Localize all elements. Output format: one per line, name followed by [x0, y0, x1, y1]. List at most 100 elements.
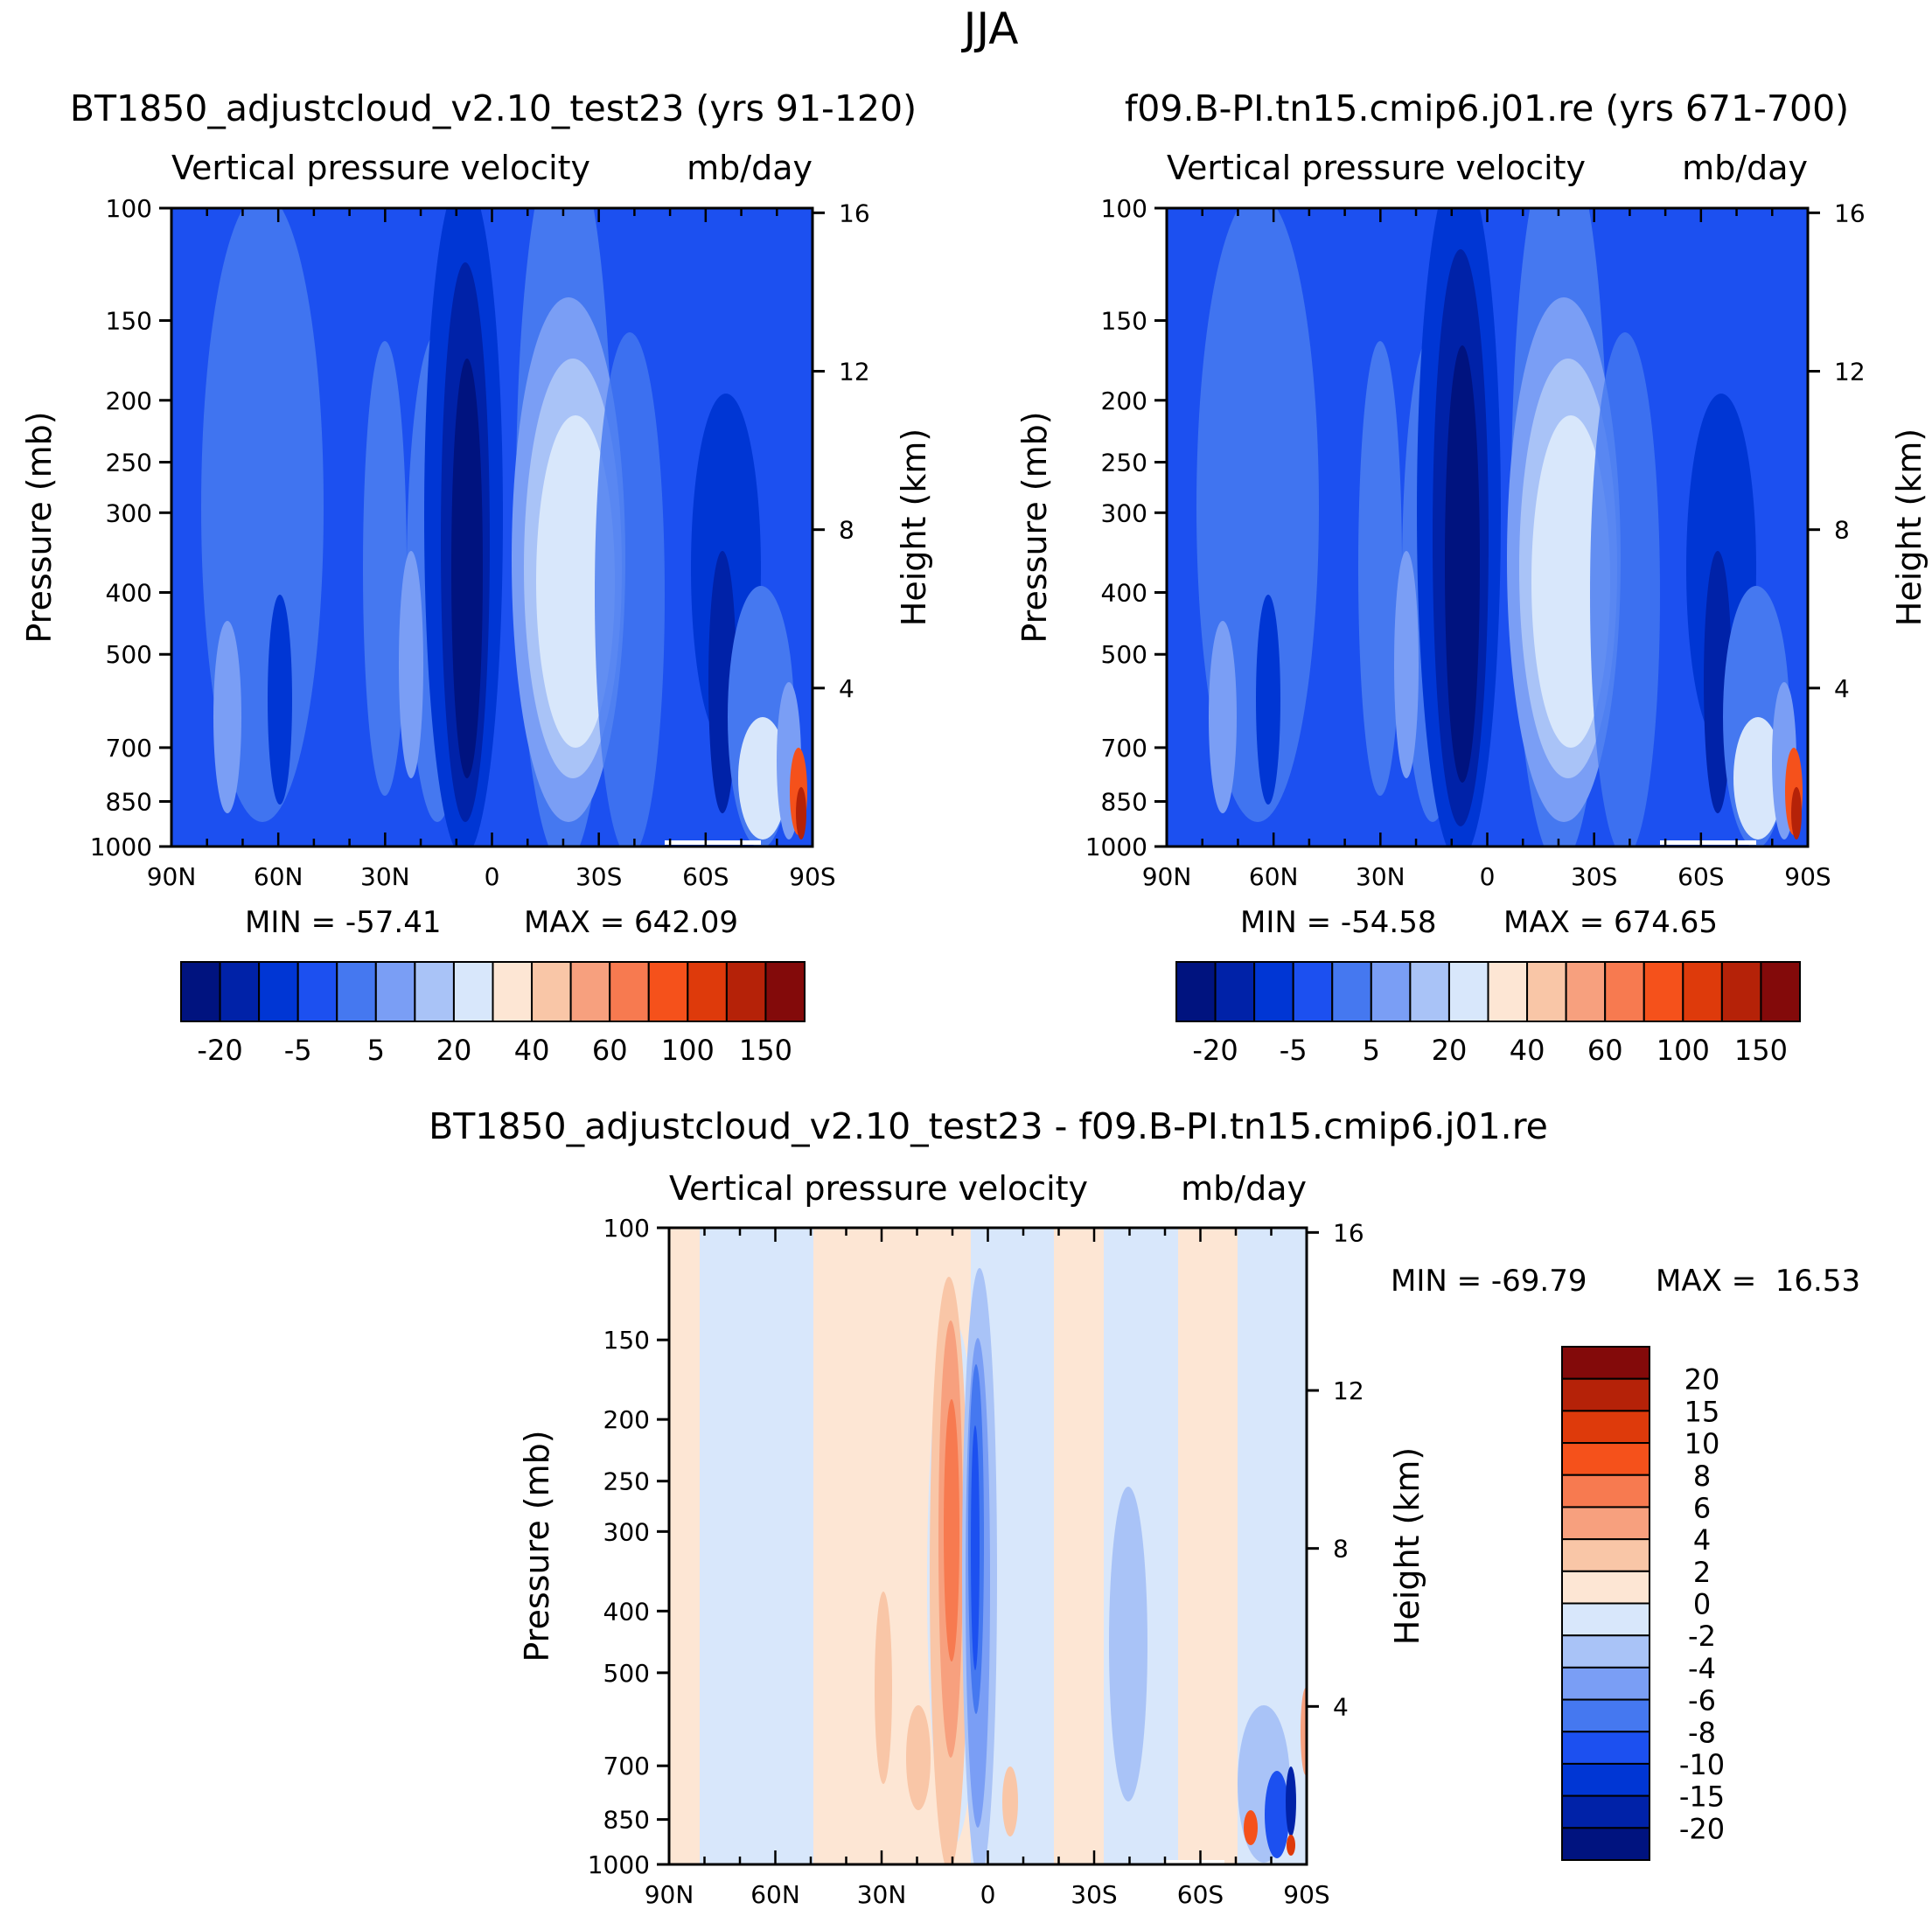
colorbar-label: -10: [1679, 1748, 1725, 1781]
colorbar-swatch: [647, 961, 689, 1022]
colorbar-label: -8: [1688, 1716, 1716, 1749]
colorbar-label: 8: [1693, 1460, 1711, 1493]
colorbar-labels: -20 -5 5 20 40 60 100 150: [1192, 1034, 1788, 1067]
y-tick-label: 400: [603, 1597, 650, 1626]
x-tick-label: 60S: [682, 862, 729, 891]
y-tick-label: 100: [603, 1214, 650, 1243]
y-tick-label: 400: [106, 579, 152, 608]
colorbar-swatch: [1561, 1570, 1650, 1605]
y-tick-label: 250: [106, 448, 152, 477]
colorbar-label: -2: [1688, 1620, 1716, 1653]
panel-title: BT1850_adjustcloud_v2.10_test23 (yrs 91-…: [70, 87, 917, 129]
colorbar-label: 40: [1510, 1034, 1545, 1067]
colorbar-swatch: [1561, 1377, 1650, 1412]
colorbar-label: 20: [436, 1034, 472, 1067]
x-tick-label: 90S: [789, 862, 835, 891]
colorbar-swatch: [725, 961, 767, 1022]
colorbar-label: -5: [284, 1034, 312, 1067]
max-label: MAX = 642.09: [524, 905, 738, 940]
colorbar-label: 10: [1684, 1427, 1720, 1460]
colorbar-swatch: [1561, 1794, 1650, 1829]
colorbar-swatch: [1682, 961, 1723, 1022]
y-tick-label: 100: [1101, 194, 1147, 223]
y-tick-label: 300: [106, 498, 152, 527]
colorbar-swatch: [452, 961, 494, 1022]
panel-units: mb/day: [687, 149, 813, 187]
colorbar-labels: -20 -5 5 20 40 60 100 150: [197, 1034, 792, 1067]
y-tick-label: 100: [106, 194, 152, 223]
colorbar-label: 40: [514, 1034, 550, 1067]
colorbar-label: -6: [1688, 1684, 1716, 1717]
y-tick-label: 500: [106, 640, 152, 669]
panel-title: f09.B-PI.tn15.cmip6.j01.re (yrs 671-700): [1125, 87, 1849, 129]
colorbar-swatch: [1561, 1538, 1650, 1572]
y-tick-label: 300: [1101, 498, 1147, 527]
colorbar-swatch: [1565, 961, 1607, 1022]
max-label: MAX = 16.53: [1656, 1264, 1860, 1299]
colorbar-swatch: [374, 961, 416, 1022]
y-tick-label: 200: [603, 1405, 650, 1434]
colorbar-swatch: [1561, 1506, 1650, 1541]
axes-panel-2: 100 150 200 250 300 400 500 700 850 1000 16 12 8 4 90N…: [588, 1214, 1364, 1909]
colorbar-swatch: [1370, 961, 1412, 1022]
panel-title: BT1850_adjustcloud_v2.10_test23 - f09.B-…: [429, 1105, 1548, 1147]
colorbar-swatch: [219, 961, 261, 1022]
x-tick-label: 90N: [147, 862, 197, 891]
colorbar-swatch: [1214, 961, 1256, 1022]
colorbar-swatch: [1561, 1346, 1650, 1380]
y-right-tick-label: 16: [1333, 1218, 1364, 1247]
colorbar-label: -5: [1280, 1034, 1308, 1067]
figure-title: JJA: [961, 3, 1019, 54]
y-axis-label: Pressure (mb): [1015, 411, 1054, 643]
y-tick-label: 400: [1101, 579, 1147, 608]
panel-variable: Vertical pressure velocity: [171, 149, 590, 187]
y-right-tick-label: 8: [1333, 1535, 1349, 1564]
axes-layer: 100150200250300400500700850100016128490N…: [90, 194, 1866, 1909]
colorbar-swatch: [1604, 961, 1645, 1022]
colorbar-swatch: [1561, 1666, 1650, 1701]
y-axis-label-right: Height (km): [1388, 1447, 1426, 1645]
colorbar-swatch: [531, 961, 572, 1022]
y-right-tick-label: 8: [1834, 516, 1850, 545]
x-tick-label: 30S: [575, 862, 622, 891]
colorbar-label: 0: [1693, 1588, 1711, 1621]
colorbar-swatch: [1760, 961, 1801, 1022]
y-tick-label: 200: [1101, 387, 1147, 415]
y-tick-label: 1000: [90, 833, 152, 861]
y-right-tick-label: 12: [1834, 358, 1866, 387]
x-tick-label: 60S: [1677, 862, 1724, 891]
colorbar-swatches: [1175, 961, 1801, 1022]
y-tick-label: 150: [106, 307, 152, 336]
colorbar-swatch: [1561, 1698, 1650, 1733]
y-tick-label: 850: [1101, 787, 1147, 816]
colorbar-swatch: [1561, 1410, 1650, 1445]
y-right-tick-label: 16: [839, 199, 870, 227]
colorbar-swatch: [1561, 1731, 1650, 1765]
colorbar-swatches: [1561, 1346, 1650, 1861]
max-label: MAX = 674.65: [1503, 905, 1718, 940]
y-axis-label: Pressure (mb): [20, 411, 59, 643]
colorbar-label: 4: [1693, 1523, 1711, 1557]
y-tick-label: 850: [603, 1806, 650, 1835]
colorbar-swatch: [180, 961, 221, 1022]
colorbar-label: -20: [1192, 1034, 1238, 1067]
x-tick-label: 90N: [1142, 862, 1192, 891]
x-tick-label: 0: [1480, 862, 1496, 891]
colorbar-label: -4: [1688, 1652, 1716, 1685]
colorbar-swatch: [414, 961, 455, 1022]
x-tick-label: 60S: [1177, 1880, 1224, 1909]
panel-units: mb/day: [1181, 1169, 1307, 1208]
colorbar: -20 -5 5 20 40 60 100 150: [180, 961, 806, 1067]
colorbar-swatch: [1331, 961, 1372, 1022]
x-tick-label: 0: [485, 862, 500, 891]
colorbar-swatch: [1526, 961, 1567, 1022]
y-right-tick-label: 16: [1834, 199, 1866, 227]
colorbar-swatches: [180, 961, 806, 1022]
panel-variable: Vertical pressure velocity: [669, 1169, 1088, 1208]
colorbar-label: -15: [1679, 1780, 1725, 1814]
colorbar-swatch: [1447, 961, 1489, 1022]
colorbar-label: 150: [739, 1034, 792, 1067]
colorbar-swatch: [296, 961, 338, 1022]
y-right-tick-label: 4: [1333, 1692, 1349, 1721]
